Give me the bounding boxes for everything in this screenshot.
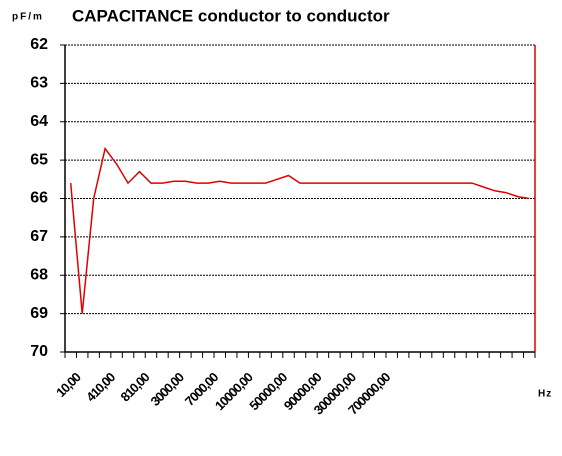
y-axis-label: pF/m — [12, 12, 44, 23]
x-tick-label: 3000,00 — [148, 369, 187, 408]
y-tick-label: 66 — [30, 190, 48, 207]
y-tick-label: 64 — [30, 113, 48, 130]
x-axis-label: Hz — [538, 389, 552, 400]
y-tick-label: 68 — [30, 266, 48, 283]
y-tick-label: 69 — [30, 305, 48, 322]
chart-title: CAPACITANCE conductor to conductor — [72, 6, 390, 25]
y-tick-label: 62 — [30, 36, 48, 53]
y-tick-label: 65 — [30, 151, 48, 168]
y-tick-label: 70 — [30, 343, 48, 360]
y-tick-label: 67 — [30, 228, 48, 245]
y-tick-label: 63 — [30, 75, 48, 92]
x-tick-label: 10,00 — [53, 369, 84, 400]
data-line — [69, 146, 530, 314]
x-tick-label: 410,00 — [83, 369, 118, 404]
